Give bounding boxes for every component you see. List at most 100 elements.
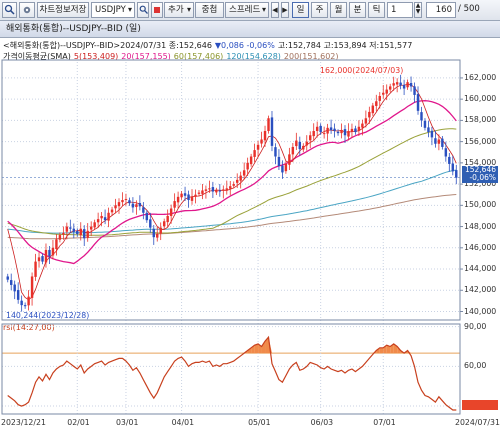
candle-body xyxy=(274,147,277,157)
date-axis-label: 07/01 xyxy=(373,418,396,427)
candle-body xyxy=(322,133,326,135)
rsi-overbought-segment xyxy=(400,350,405,354)
search-button[interactable] xyxy=(2,2,17,18)
candle-body xyxy=(138,202,142,207)
count-input[interactable]: 160 xyxy=(426,2,456,18)
period-month-button[interactable]: 월 xyxy=(330,2,347,18)
rsi-overbought-segment xyxy=(268,337,272,354)
candle-body xyxy=(194,194,197,197)
candle-body xyxy=(242,170,246,176)
candle-body xyxy=(455,170,458,178)
legend-sma60: 60(157,406) xyxy=(173,52,224,61)
interval-input[interactable]: 1 xyxy=(387,2,413,18)
rsi-overbought-segment xyxy=(397,346,401,354)
candle-body xyxy=(444,148,448,157)
toolbar: 차트정보저장 USDJPY 추가 중첩 스프레드 ◀ ▶ 일 주 월 분 틱 1… xyxy=(0,0,500,21)
color-square-icon xyxy=(154,7,160,13)
legend-sma20: 20(157,155) xyxy=(121,52,171,61)
last-price-badge: 152,646 -0,06% xyxy=(462,166,498,183)
symbol-select[interactable]: USDJPY xyxy=(91,2,135,18)
price-axis-label: 150,000 xyxy=(464,200,497,210)
period-week-button[interactable]: 주 xyxy=(311,2,328,18)
candle-body xyxy=(437,139,441,144)
candle-body xyxy=(235,179,239,183)
date-axis-label: 04/01 xyxy=(171,418,195,427)
candle-body xyxy=(51,247,55,256)
candle-body xyxy=(395,82,399,85)
sma60-line xyxy=(7,128,457,236)
candle-body xyxy=(350,128,354,132)
candle-body xyxy=(166,215,169,223)
rsi-overbought-segment xyxy=(404,350,408,354)
rsi-overbought-fill xyxy=(244,337,412,354)
candle-body xyxy=(128,200,131,204)
rsi-overbought-segment xyxy=(383,345,387,354)
candle-body xyxy=(336,131,340,134)
rsi-pane-border xyxy=(1,323,461,415)
price-axis-label: 158,000 xyxy=(464,115,497,125)
sma5-line xyxy=(7,83,457,301)
sma-legend: 가격이동평균(SMA) 5(153,409) 20(157,155) 60(157,4… xyxy=(3,51,342,62)
period-minute-button[interactable]: 분 xyxy=(349,2,366,18)
candle-body xyxy=(281,165,284,173)
interval-stepper[interactable]: ▲ ▼ xyxy=(414,2,422,18)
candle-body xyxy=(315,126,319,132)
candle-body xyxy=(420,112,423,121)
candle-body xyxy=(277,156,281,167)
sma200-line xyxy=(7,194,457,240)
candle-body xyxy=(48,249,51,257)
candle-body xyxy=(204,189,208,191)
grid xyxy=(2,62,463,414)
symbol-search-button[interactable] xyxy=(137,2,149,18)
candle-body xyxy=(156,234,159,238)
candle-body xyxy=(232,184,235,186)
sma20-line xyxy=(7,100,457,265)
candle-body xyxy=(340,129,343,134)
gear-icon xyxy=(23,6,31,14)
rsi-overbought-segment xyxy=(258,343,262,354)
price-axis-label: 140,000 xyxy=(464,306,497,316)
candle-body xyxy=(27,296,30,306)
candle-body xyxy=(190,196,194,201)
period-tick-button[interactable]: 틱 xyxy=(368,2,385,18)
total-count-label: / 500 xyxy=(458,4,480,14)
overlay-button[interactable]: 중첩 xyxy=(195,2,224,18)
legend-hl: 고:152,784 고:153,894 저:151,577 xyxy=(277,41,413,50)
candle-body xyxy=(263,131,267,141)
add-button[interactable]: 추가 xyxy=(164,2,194,18)
candle-body xyxy=(291,146,295,155)
candle-body xyxy=(201,190,204,194)
candle-body xyxy=(302,145,305,150)
candle-body xyxy=(364,118,368,124)
chart-info-save-button[interactable]: 차트정보저장 xyxy=(37,2,89,18)
candle-body xyxy=(208,188,211,190)
candle-body xyxy=(69,227,72,229)
last-change: -0,06% xyxy=(469,173,496,182)
candle-body xyxy=(96,219,100,223)
candle-body xyxy=(260,139,263,144)
date-axis-label: 03/01 xyxy=(115,418,139,427)
candle-body xyxy=(159,227,162,234)
price-axis-label: 152,000 xyxy=(464,179,497,189)
period-day-button[interactable]: 일 xyxy=(292,2,309,18)
color-button[interactable] xyxy=(151,2,163,18)
candle-body xyxy=(434,138,437,144)
sma120-line xyxy=(7,169,457,234)
left-arrow-button[interactable]: ◀ xyxy=(271,2,279,18)
candle-body xyxy=(58,235,62,240)
candle-body xyxy=(451,163,455,172)
spread-button[interactable]: 스프레드 xyxy=(225,2,269,18)
price-axis-label: 160,000 xyxy=(464,94,497,104)
candle-body xyxy=(305,141,308,146)
legend-rsi: rsi(14:27,00) xyxy=(3,323,55,332)
moving-average-lines xyxy=(7,83,457,301)
candle-body xyxy=(34,261,37,277)
right-arrow-button[interactable]: ▶ xyxy=(281,2,289,18)
date-axis-label: 02/01 xyxy=(67,418,90,427)
candle-body xyxy=(86,230,89,238)
settings-button[interactable] xyxy=(19,2,35,18)
candle-body xyxy=(343,129,347,136)
rsi-line xyxy=(7,335,457,411)
candle-body xyxy=(30,276,34,298)
